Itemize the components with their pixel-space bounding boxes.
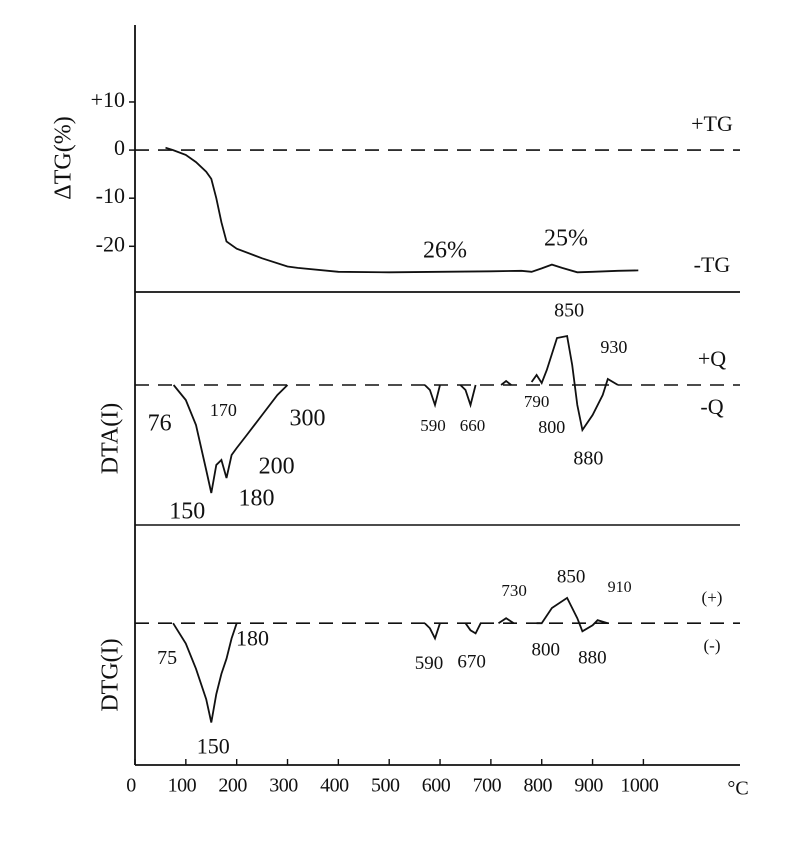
x-axis-label: °C [727, 778, 748, 800]
peak-label: 300 [290, 406, 326, 432]
x-tick-label: 400 [320, 775, 349, 797]
peak-label: 660 [460, 416, 486, 435]
peak-label: 800 [538, 417, 565, 437]
y-tick-label: 0 [114, 135, 125, 160]
peak-label: 880 [573, 448, 603, 470]
peak-label: 880 [578, 648, 607, 669]
peak-label: 76 [148, 411, 172, 437]
peak-label: 930 [600, 337, 627, 357]
peak-label: 180 [239, 486, 275, 512]
x-tick-label: 200 [218, 775, 247, 797]
upper-label: (+) [702, 588, 723, 607]
peak-label: 800 [531, 640, 560, 661]
curve [172, 334, 619, 494]
y-axis-label: DTG(I) [98, 638, 124, 711]
peak-label: 910 [608, 579, 632, 596]
x-tick-label: 100 [168, 775, 197, 797]
peak-label: 730 [501, 581, 527, 600]
upper-label: +TG [691, 111, 733, 136]
peak-label: 150 [197, 734, 230, 759]
x-tick-label: 500 [371, 775, 400, 797]
annotation: 25% [544, 226, 588, 252]
x-tick-label: 1000 [620, 775, 659, 797]
lower-label: -TG [694, 252, 731, 277]
peak-label: 75 [157, 647, 177, 669]
y-tick-label: -20 [96, 231, 125, 256]
annotation: 26% [423, 238, 467, 264]
y-axis-label: DTA(I) [98, 403, 124, 474]
peak-label: 850 [554, 300, 584, 322]
y-axis-label: ΔTG(%) [51, 116, 77, 199]
curve [165, 146, 639, 274]
curve [172, 596, 609, 723]
peak-label: 850 [557, 566, 586, 587]
x-tick-label: 0 [126, 775, 136, 797]
peak-label: 590 [415, 653, 444, 674]
x-tick-label: 600 [422, 775, 451, 797]
x-tick-label: 800 [523, 775, 552, 797]
lower-label: -Q [700, 394, 723, 419]
peak-label: 590 [420, 416, 446, 435]
x-tick-label: 300 [269, 775, 298, 797]
lower-label: (-) [704, 636, 721, 655]
y-tick-label: -10 [96, 183, 125, 208]
x-tick-label: 700 [473, 775, 502, 797]
peak-label: 150 [169, 499, 205, 525]
y-tick-label: +10 [91, 87, 125, 112]
peak-label: 200 [259, 454, 295, 480]
peak-label: 670 [457, 652, 486, 673]
x-tick-label: 900 [574, 775, 603, 797]
peak-label: 180 [236, 626, 269, 651]
peak-label: 790 [524, 392, 550, 411]
upper-label: +Q [698, 346, 726, 371]
peak-label: 170 [210, 400, 237, 420]
